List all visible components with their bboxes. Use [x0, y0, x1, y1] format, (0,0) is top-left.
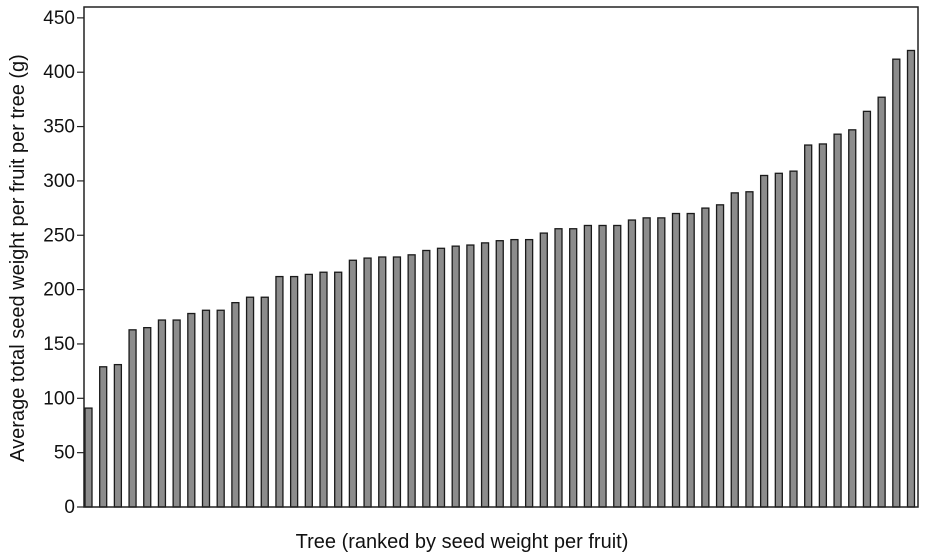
bar: [569, 228, 578, 508]
bar: [275, 275, 284, 508]
y-tick-label: 150: [43, 334, 75, 355]
bar: [378, 256, 387, 508]
bar: [774, 172, 783, 508]
bar: [495, 240, 504, 508]
bar: [862, 110, 872, 508]
bars-group: [84, 49, 916, 508]
bar: [451, 245, 460, 508]
y-axis: 0 50 100 150 200 250 300 350 400 450: [43, 8, 84, 518]
bar: [172, 319, 181, 508]
bar: [657, 217, 666, 508]
bar: [730, 192, 739, 508]
y-tick-label: 450: [43, 8, 75, 29]
bar: [524, 238, 534, 508]
bar: [304, 273, 313, 508]
bar: [906, 49, 916, 508]
bar: [480, 242, 490, 508]
x-axis-label: Tree (ranked by seed weight per fruit): [296, 531, 629, 553]
bar: [701, 207, 710, 508]
y-tick-label: 0: [64, 497, 75, 518]
bar: [877, 96, 886, 508]
y-tick-label: 250: [43, 225, 75, 246]
bar: [510, 238, 519, 508]
bar: [407, 254, 416, 508]
bar: [598, 224, 607, 508]
bar: [334, 271, 343, 508]
bar: [627, 219, 637, 508]
bar: [289, 275, 299, 508]
bar: [804, 144, 813, 508]
y-tick-label: 200: [43, 280, 75, 301]
bar: [436, 247, 446, 508]
bar: [671, 212, 681, 508]
bar: [128, 329, 137, 508]
plot-frame: [83, 6, 919, 508]
bar: [715, 204, 725, 508]
bar: [833, 133, 842, 508]
bar: [201, 309, 211, 508]
bar: [759, 174, 769, 508]
bar: [260, 296, 269, 508]
y-tick-label: 300: [43, 171, 75, 192]
bar: [745, 191, 754, 508]
y-tick-label: 50: [54, 443, 75, 464]
bar: [348, 259, 358, 508]
bar: [84, 407, 93, 508]
bar: [319, 271, 328, 508]
bar: [789, 170, 798, 508]
bar: [245, 296, 255, 508]
y-tick-label: 100: [43, 388, 75, 409]
bar: [392, 256, 402, 508]
bar: [363, 257, 372, 508]
bar: [216, 309, 225, 508]
bar: [157, 319, 167, 508]
bar: [892, 58, 901, 508]
bar: [818, 143, 828, 508]
bar: [686, 212, 695, 508]
bar: [143, 326, 152, 508]
y-tick-label: 400: [43, 62, 75, 83]
bar: [422, 249, 431, 508]
bar: [554, 228, 563, 508]
bar: [539, 232, 548, 508]
y-tick-label: 350: [43, 117, 75, 138]
bar: [848, 129, 857, 508]
bar: [113, 363, 123, 508]
y-axis-label: Average total seed weight per fruit per …: [7, 54, 29, 462]
bar: [99, 366, 108, 508]
bar: [466, 244, 475, 508]
bar: [583, 224, 593, 508]
bar: [187, 312, 196, 508]
bar: [613, 224, 622, 508]
bar: [231, 301, 240, 508]
bar: [642, 217, 651, 508]
